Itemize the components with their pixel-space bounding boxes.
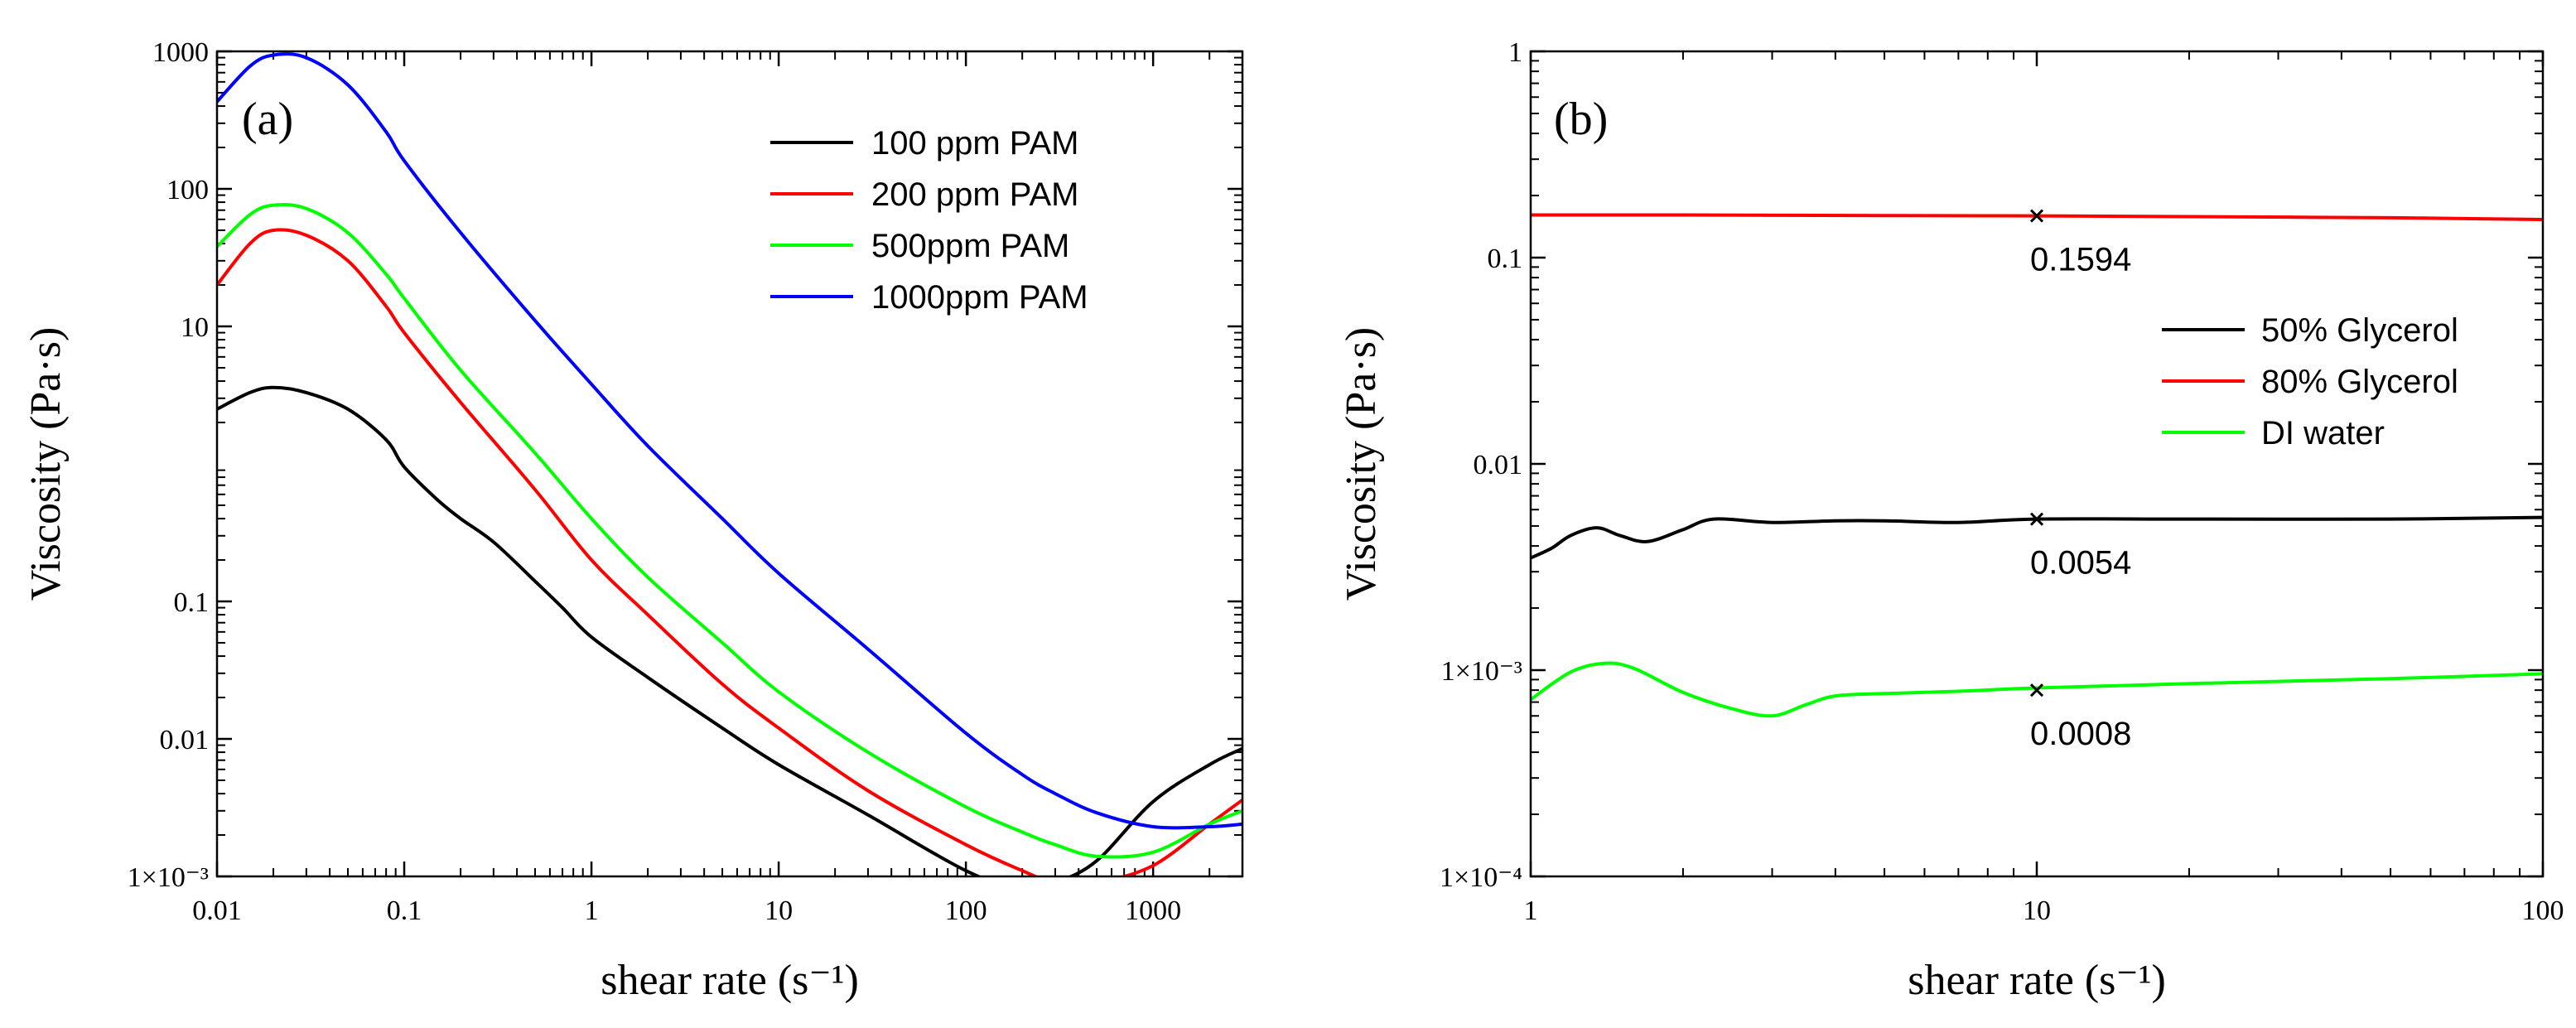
series-line-100-ppm-pam bbox=[217, 385, 1242, 876]
x-tick-label: 10 bbox=[765, 895, 793, 926]
series-line-50-glycerol bbox=[1531, 515, 2543, 560]
y-tick-label: 1×10⁻³ bbox=[1441, 656, 1522, 687]
x-tick-label: 1000 bbox=[1125, 895, 1181, 926]
plot-frame bbox=[215, 50, 1244, 878]
series-line-di-water bbox=[1531, 661, 2543, 718]
series-line-200-ppm-pam bbox=[217, 228, 1242, 876]
marker-x-0.0008 bbox=[2029, 683, 2044, 697]
x-tick-label: 100 bbox=[945, 895, 987, 926]
panel-label: (a) bbox=[242, 94, 293, 145]
y-tick-label: 100 bbox=[166, 175, 209, 205]
legend-entry-label: 1000ppm PAM bbox=[871, 279, 1088, 316]
x-tick-label: 10 bbox=[2023, 895, 2051, 926]
marker-x-0.1594 bbox=[2029, 209, 2044, 223]
chart-panel-b: 1 10 100 1×10⁻⁴ 1×10⁻³ 0.01 0.1 1 0.1594 0.0054 0.… bbox=[1338, 37, 2564, 1004]
x-axis-title: shear rate (s⁻¹) bbox=[1908, 957, 2166, 1004]
x-tick-label: 0.01 bbox=[192, 895, 242, 926]
x-axis-title: shear rate (s⁻¹) bbox=[601, 957, 859, 1004]
marker-x-0.0054 bbox=[2029, 512, 2044, 526]
y-tick-label: 1×10⁻³ bbox=[128, 862, 209, 893]
legend-entry-label: 200 ppm PAM bbox=[871, 176, 1079, 213]
y-tick-label: 0.01 bbox=[160, 725, 210, 755]
y-axis-title: Viscosity (Pa·s) bbox=[1338, 327, 1385, 601]
y-tick-label: 0.1 bbox=[1488, 244, 1523, 274]
x-tick-label: 1 bbox=[585, 895, 599, 926]
annotation-label: 0.0008 bbox=[2030, 716, 2131, 752]
y-tick-label: 10 bbox=[181, 312, 209, 343]
series-line-500ppm-pam bbox=[217, 203, 1242, 859]
y-tick-label: 1 bbox=[1508, 37, 1522, 68]
legend-entry-label: 80% Glycerol bbox=[2261, 364, 2458, 400]
legend-entry-label: DI water bbox=[2261, 415, 2385, 451]
x-tick-label: 100 bbox=[2522, 895, 2564, 926]
panel-label: (b) bbox=[1554, 94, 1608, 145]
annotation-label: 0.1594 bbox=[2030, 242, 2131, 278]
annotation-label: 0.0054 bbox=[2030, 545, 2131, 582]
y-tick-label: 1×10⁻⁴ bbox=[1440, 862, 1522, 893]
chart-panel-a: 0.01 0.1 1 10 100 10001×10⁻³0.010.11010010001… bbox=[22, 37, 1244, 1004]
legend-entry-label: 100 ppm PAM bbox=[871, 125, 1079, 162]
y-tick-label: 1000 bbox=[152, 37, 209, 68]
y-axis-title: Viscosity (Pa·s) bbox=[22, 327, 70, 601]
legend-entry-label: 50% Glycerol bbox=[2261, 312, 2458, 349]
plot-frame bbox=[1529, 50, 2545, 878]
legend-entry-label: 500ppm PAM bbox=[871, 228, 1069, 264]
y-tick-label: 0.1 bbox=[174, 587, 210, 618]
x-tick-label: 0.1 bbox=[387, 895, 422, 926]
x-tick-label: 1 bbox=[1524, 895, 1538, 926]
series-line-1000ppm-pam bbox=[217, 52, 1242, 830]
y-tick-label: 0.01 bbox=[1474, 450, 1523, 480]
